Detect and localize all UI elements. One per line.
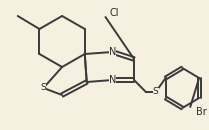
Text: Br: Br (196, 107, 207, 117)
Text: S: S (41, 83, 46, 93)
Text: N: N (109, 75, 116, 85)
Text: S: S (153, 87, 159, 96)
Text: Cl: Cl (109, 8, 119, 18)
Text: N: N (109, 47, 116, 57)
